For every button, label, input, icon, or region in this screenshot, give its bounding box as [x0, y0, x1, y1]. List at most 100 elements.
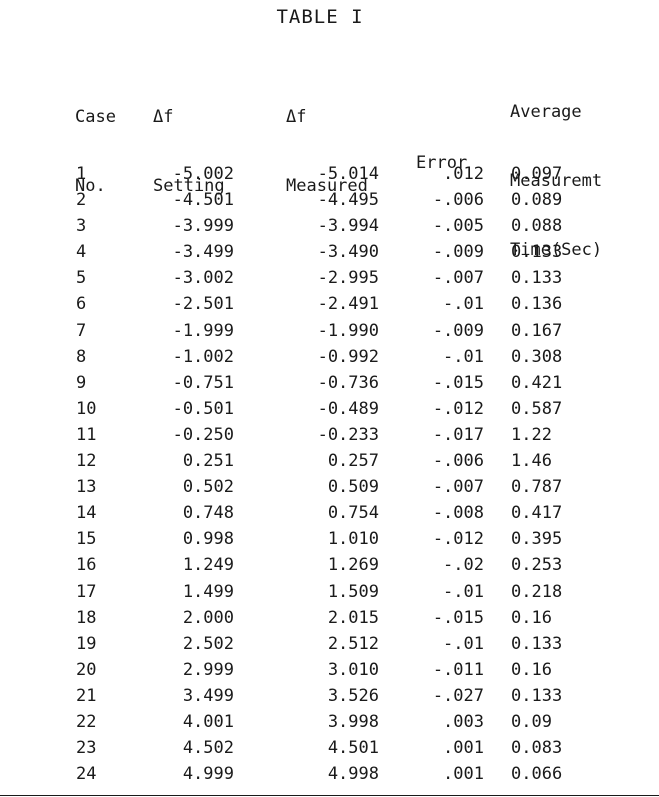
cell-measured: 0.509 [327, 477, 379, 498]
cell-measured: -3.490 [317, 242, 379, 263]
cell-setting: -3.002 [172, 268, 234, 289]
cell-time: 0.133 [511, 685, 563, 706]
cell-setting: 1.249 [182, 555, 234, 576]
header-time-line-1: Average [510, 102, 582, 122]
cell-setting: -3.999 [172, 216, 234, 237]
table-row: 21 3.499 3.526 -.027 0.133 [0, 686, 659, 712]
cell-measured: 1.010 [327, 529, 379, 550]
cell-measured: 2.512 [327, 633, 379, 654]
cell-case-no: 14 [76, 503, 97, 524]
header-average-measurement-time: Average Measuremt Time(Sec) [510, 55, 602, 285]
cell-setting: 4.001 [182, 711, 234, 732]
table-row: 4 -3.499 -3.490 -.009 0.133 [0, 242, 659, 268]
cell-time: 0.083 [511, 738, 563, 759]
cell-setting: -0.250 [172, 424, 234, 445]
cell-measured: 0.754 [327, 503, 379, 524]
cell-case-no: 21 [76, 685, 97, 706]
cell-measured: -4.495 [317, 190, 379, 211]
cell-measured: -0.233 [317, 424, 379, 445]
cell-error: -.02 [443, 555, 484, 576]
cell-setting: -4.501 [172, 190, 234, 211]
header-time-line-3: Time(Sec) [510, 240, 603, 260]
cell-setting: 2.502 [182, 633, 234, 654]
cell-time: 0.417 [511, 503, 563, 524]
cell-case-no: 22 [76, 711, 97, 732]
table-row: 1 -5.002 -5.014 .012 0.097 [0, 164, 659, 190]
cell-time: 0.421 [511, 372, 563, 393]
cell-time: 0.133 [511, 242, 563, 263]
cell-measured: 0.257 [327, 451, 379, 472]
cell-case-no: 1 [76, 164, 87, 184]
cell-time: 0.218 [511, 581, 563, 602]
cell-time: 0.133 [511, 268, 563, 289]
table-title: TABLE I [276, 6, 364, 28]
header-measured-line-2: Measured [286, 176, 368, 196]
cell-setting: 2.999 [182, 659, 234, 680]
cell-measured: 2.015 [327, 607, 379, 628]
cell-time: 0.136 [511, 294, 563, 315]
cell-measured: 3.526 [327, 685, 379, 706]
table-row: 16 1.249 1.269 -.02 0.253 [0, 555, 659, 581]
cell-setting: -1.999 [172, 320, 234, 341]
cell-case-no: 4 [76, 242, 87, 263]
cell-error: -.007 [432, 477, 484, 498]
cell-time: 0.089 [511, 190, 563, 211]
table-row: 9 -0.751 -0.736 -.015 0.421 [0, 373, 659, 399]
header-case-no: Case No. [75, 60, 116, 221]
cell-error: -.027 [432, 685, 484, 706]
cell-error: -.006 [432, 190, 484, 211]
cell-case-no: 24 [76, 764, 97, 785]
cell-measured: -0.489 [317, 398, 379, 419]
cell-case-no: 10 [76, 398, 97, 419]
cell-case-no: 20 [76, 659, 97, 680]
header-delta-f-setting: Δf Setting [153, 60, 225, 221]
cell-measured: -0.992 [317, 346, 379, 367]
cell-error: -.005 [432, 216, 484, 237]
header-error: Error [416, 106, 467, 198]
cell-measured: 3.998 [327, 711, 379, 732]
cell-setting: -2.501 [172, 294, 234, 315]
header-delta-f-measured: Δf Measured [286, 60, 368, 221]
cell-case-no: 16 [76, 555, 97, 576]
cell-time: 0.16 [511, 659, 552, 680]
cell-error: -.009 [432, 242, 484, 263]
table-row: 7 -1.999 -1.990 -.009 0.167 [0, 321, 659, 347]
table-row: 12 0.251 0.257 -.006 1.46 [0, 451, 659, 477]
table-row: 8 -1.002 -0.992 -.01 0.308 [0, 347, 659, 373]
cell-error: -.01 [443, 581, 484, 602]
table-row: 22 4.001 3.998 .003 0.09 [0, 712, 659, 738]
cell-measured: 4.998 [327, 764, 379, 785]
table-row: 20 2.999 3.010 -.011 0.16 [0, 660, 659, 686]
cell-time: 0.16 [511, 607, 552, 628]
table-row: 24 4.999 4.998 .001 0.066 [0, 764, 659, 790]
table-row: 6 -2.501 -2.491 -.01 0.136 [0, 294, 659, 320]
table-row: 14 0.748 0.754 -.008 0.417 [0, 503, 659, 529]
cell-measured: -2.491 [317, 294, 379, 315]
cell-time: 0.587 [511, 398, 563, 419]
cell-case-no: 19 [76, 633, 97, 654]
table-row: 5 -3.002 -2.995 -.007 0.133 [0, 268, 659, 294]
table-row: 13 0.502 0.509 -.007 0.787 [0, 477, 659, 503]
cell-error: .012 [443, 164, 484, 184]
cell-error: -.01 [443, 346, 484, 367]
cell-case-no: 15 [76, 529, 97, 550]
cell-setting: -5.002 [172, 164, 234, 184]
cell-case-no: 23 [76, 738, 97, 759]
cell-setting: 2.000 [182, 607, 234, 628]
cell-time: 0.167 [511, 320, 563, 341]
cell-setting: -0.501 [172, 398, 234, 419]
table-row: 3 -3.999 -3.994 -.005 0.088 [0, 216, 659, 242]
cell-time: 0.308 [511, 346, 563, 367]
cell-error: -.011 [432, 659, 484, 680]
cell-time: 1.46 [511, 451, 552, 472]
header-error-line-1: Error [416, 153, 468, 173]
cell-error: -.012 [432, 398, 484, 419]
cell-error: .001 [443, 738, 484, 759]
table-row: 2 -4.501 -4.495 -.006 0.089 [0, 190, 659, 216]
cell-error: -.01 [443, 294, 484, 315]
header-case-line-1: Case [75, 107, 116, 127]
cell-setting: 0.748 [182, 503, 234, 524]
bottom-rule [0, 795, 659, 796]
cell-time: 0.395 [511, 529, 563, 550]
cell-time: 0.066 [511, 764, 563, 785]
